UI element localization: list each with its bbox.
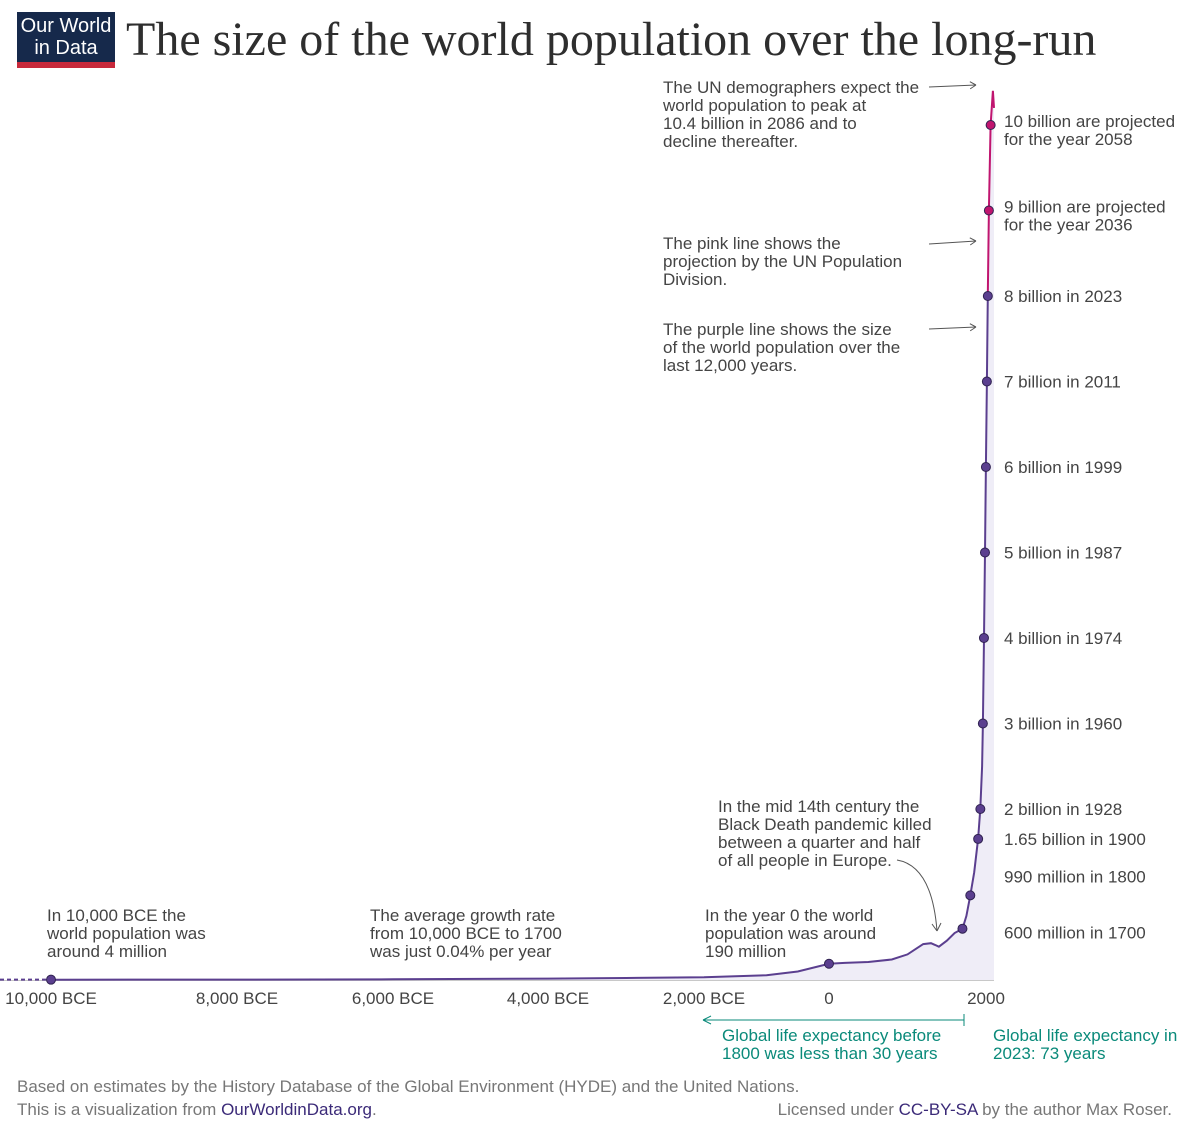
x-tick-label: 2000 — [967, 989, 1005, 1008]
annotation-growth-rate: The average growth rate from 10,000 BCE t… — [369, 906, 562, 961]
logo-line-2: in Data — [34, 37, 98, 59]
historical-line — [50, 295, 989, 981]
milestone-point — [973, 833, 984, 844]
logo-accent-bar — [17, 62, 115, 68]
annotation-pink-line: The pink line shows the projection by the… — [663, 234, 902, 289]
milestone-label: 600 million in 1700 — [1004, 924, 1146, 943]
annotation-life-exp-before: Global life expectancy before 1800 was le… — [722, 1026, 941, 1063]
license-link[interactable]: CC-BY-SA — [898, 1100, 978, 1119]
milestone-point — [981, 376, 992, 387]
milestone-point — [975, 804, 986, 814]
milestone-label: 10 billion are projected for the year 205… — [1004, 112, 1175, 149]
milestone-point — [957, 923, 968, 934]
x-tick-label: 8,000 BCE — [196, 989, 278, 1008]
logo-line-1: Our World — [20, 15, 112, 37]
milestone-label: 5 billion in 1987 — [1004, 544, 1122, 563]
milestone-point — [982, 291, 993, 301]
arrow-pink-line — [928, 240, 977, 245]
annotation-un-peak: The UN demographers expect the world popu… — [662, 78, 919, 151]
owid-logo[interactable]: Our World in Data — [17, 12, 115, 68]
milestone-label: 990 million in 1800 — [1004, 867, 1146, 886]
arrow-black-death — [896, 859, 938, 932]
arrow-un-peak — [928, 84, 977, 88]
milestone-label: 3 billion in 1960 — [1004, 715, 1122, 734]
milestone-point — [983, 205, 994, 216]
milestone-point — [979, 547, 990, 558]
milestone-label: 7 billion in 2011 — [1004, 373, 1121, 392]
milestone-label: 1.65 billion in 1900 — [1004, 830, 1146, 849]
license-suffix: by the author Max Roser. — [977, 1100, 1172, 1119]
source-line: Based on estimates by the History Databa… — [17, 1077, 800, 1096]
x-tick-label: 6,000 BCE — [352, 989, 434, 1008]
owid-link[interactable]: OurWorldinData.org — [221, 1100, 372, 1119]
source-note: Based on estimates by the History Databa… — [17, 1077, 799, 1097]
arrow-pink-line-head — [969, 237, 977, 246]
arrow-purple-line-head — [969, 323, 977, 332]
annotation-year-zero: In the year 0 the world population was ar… — [705, 906, 876, 961]
annotation-black-death: In the mid 14th century the Black Death p… — [718, 797, 932, 870]
milestone-point — [978, 633, 989, 643]
license-note: Licensed under CC-BY-SA by the author Ma… — [778, 1100, 1172, 1120]
milestone-label: 9 billion are projected for the year 2036 — [1004, 198, 1166, 235]
life-exp-range-arrowhead — [702, 1015, 712, 1025]
chart-title: The size of the world population over th… — [126, 13, 1097, 66]
annotation-bce-10000: In 10,000 BCE the world population was aro… — [46, 906, 206, 961]
milestone-label: 4 billion in 1974 — [1004, 629, 1122, 648]
annotation-life-exp-2023: Global life expectancy in 2023: 73 years — [993, 1026, 1177, 1063]
arrow-un-peak-head — [969, 81, 977, 90]
viz-note: This is a visualization from OurWorldinD… — [17, 1100, 377, 1120]
arrow-purple-line — [928, 326, 977, 330]
x-tick-label: 4,000 BCE — [507, 989, 589, 1008]
milestone-label: 6 billion in 1999 — [1004, 458, 1122, 477]
milestone-label: 2 billion in 1928 — [1004, 800, 1122, 819]
milestone-label: 8 billion in 2023 — [1004, 287, 1122, 306]
arrow-black-death-head — [931, 922, 942, 932]
milestone-point — [46, 974, 56, 985]
license-prefix: Licensed under — [777, 1100, 899, 1119]
annotation-purple-line: The purple line shows the size of the wor… — [663, 320, 900, 375]
viz-prefix: This is a visualization from — [17, 1100, 222, 1119]
x-tick-label: 10,000 BCE — [5, 989, 97, 1008]
x-tick-label: 0 — [824, 989, 833, 1008]
viz-suffix: . — [371, 1100, 377, 1119]
milestone-point — [985, 120, 996, 130]
milestone-point — [977, 718, 988, 729]
x-tick-label: 2,000 BCE — [663, 989, 745, 1008]
milestone-point — [824, 958, 834, 969]
milestone-point — [980, 462, 991, 472]
milestone-point — [965, 890, 976, 901]
